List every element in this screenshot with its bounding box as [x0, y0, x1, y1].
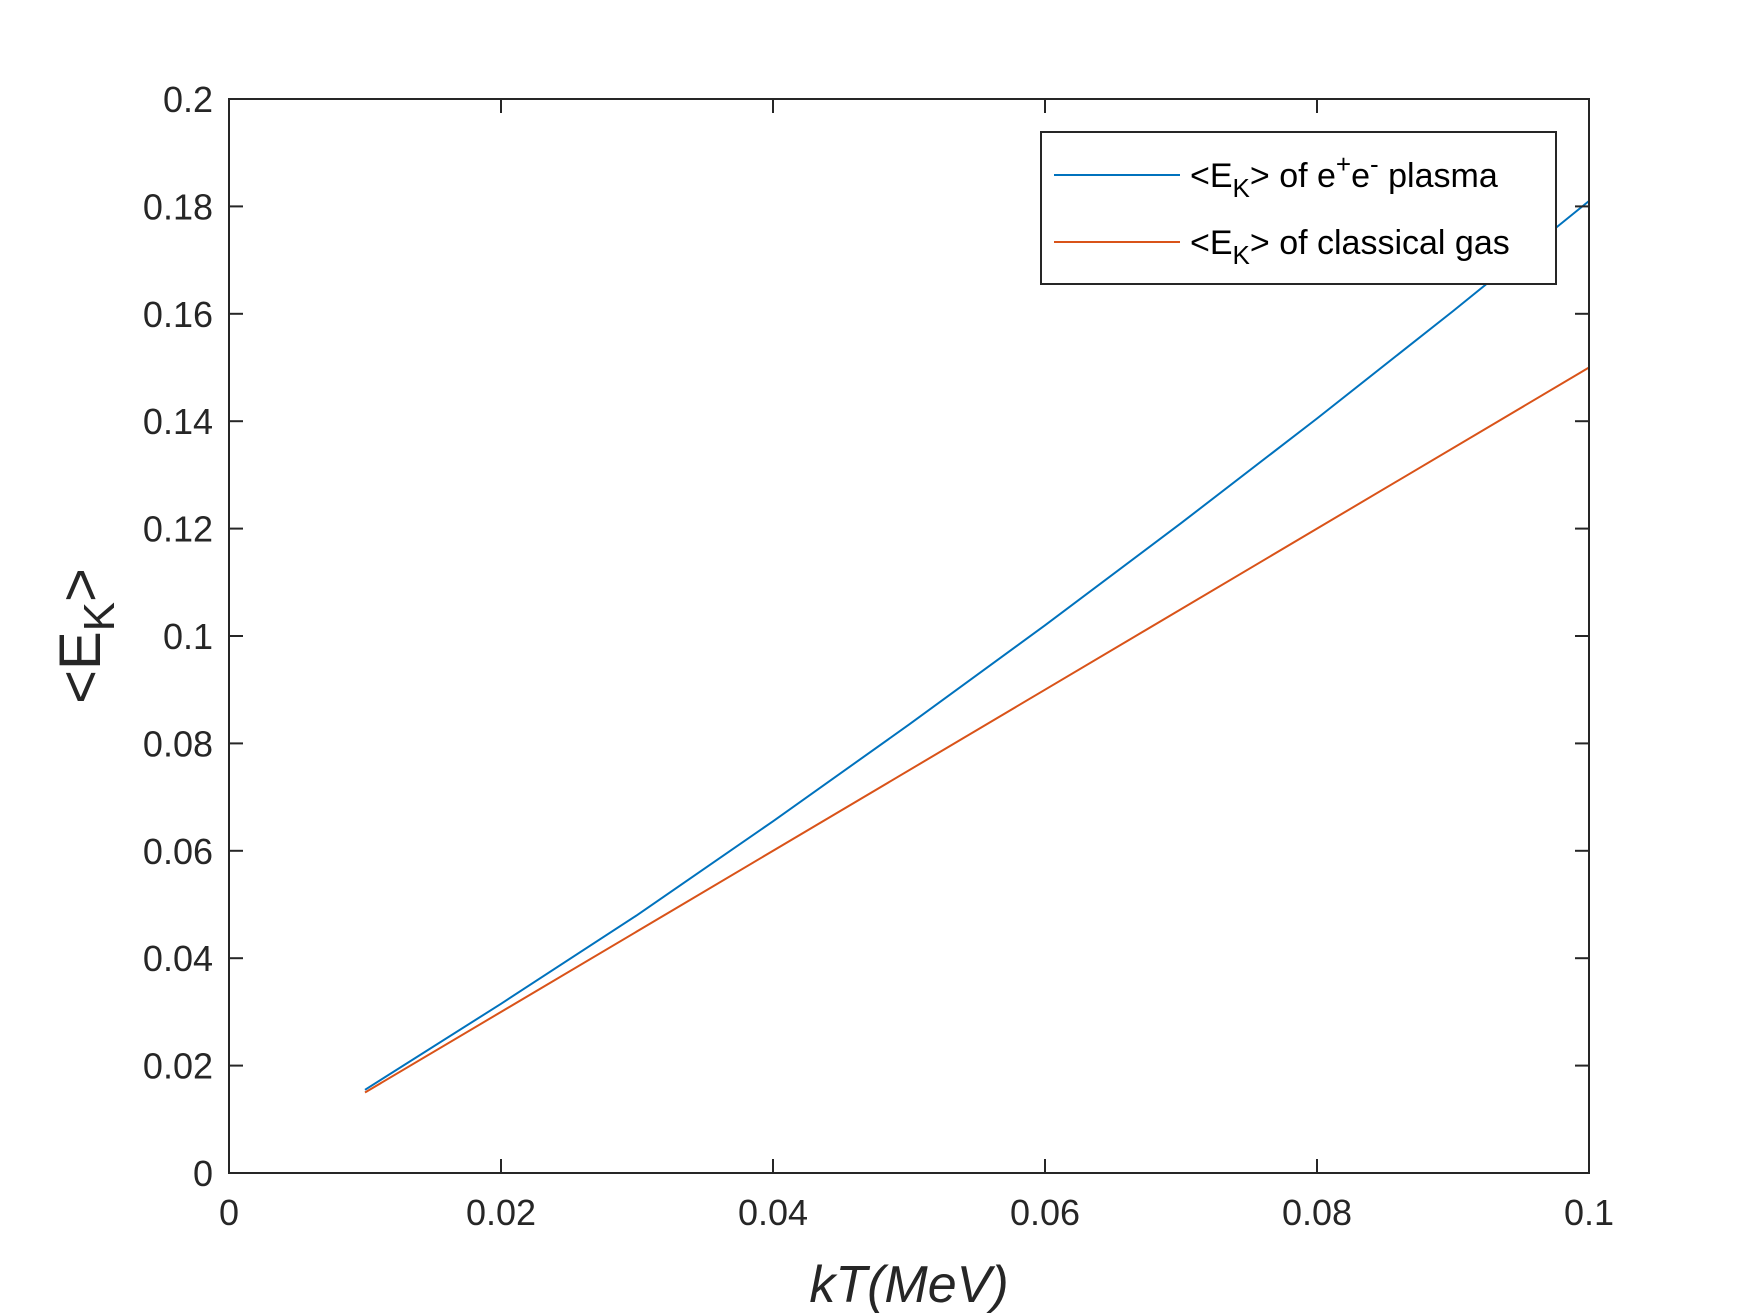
y-tick-label: 0.1 [163, 616, 213, 657]
x-tick-label: 0.02 [466, 1192, 536, 1233]
y-tick-label: 0.02 [143, 1046, 213, 1087]
y-tick-label: 0.18 [143, 186, 213, 227]
y-tick-label: 0.2 [163, 79, 213, 120]
legend: <EK> of e+e- plasma <EK> of classical ga… [1040, 131, 1557, 285]
series-line-plasma [364, 200, 1590, 1091]
legend-label-plasma: <EK> of e+e- plasma [1190, 149, 1498, 203]
y-tick-label: 0.12 [143, 509, 213, 550]
legend-box [1040, 131, 1557, 285]
x-tick-label: 0.06 [1010, 1192, 1080, 1233]
tick-label-layer: 0 0.02 0.04 0.06 0.08 0.1 0 0.02 0.04 0.06 0.08 0.1… [143, 79, 1614, 1233]
x-tick-label: 0 [219, 1192, 239, 1233]
series-line-classical [364, 366, 1590, 1094]
tick-layer [228, 98, 1590, 1174]
x-axis-label: kT(MeV) [809, 1256, 1008, 1313]
y-tick-label: 0.16 [143, 294, 213, 335]
x-tick-label: 0.04 [738, 1192, 808, 1233]
y-axis-label-tail: > [48, 568, 113, 602]
y-tick-label: 0.14 [143, 401, 213, 442]
series-layer [364, 200, 1590, 1094]
x-tick-label: 0.08 [1282, 1192, 1352, 1233]
y-axis-label: <EK> [48, 568, 124, 704]
y-tick-label: 0.06 [143, 831, 213, 872]
y-tick-label: 0 [193, 1153, 213, 1194]
x-tick-label: 0.1 [1564, 1192, 1614, 1233]
legend-label-classical: <EK> of classical gas [1190, 224, 1510, 270]
y-tick-label: 0.08 [143, 723, 213, 764]
y-axis-label-subscript: K [75, 602, 124, 631]
y-axis-label-main: <E [48, 631, 113, 704]
y-tick-label: 0.04 [143, 938, 213, 979]
svg-text:<EK>: <EK> [48, 568, 124, 704]
